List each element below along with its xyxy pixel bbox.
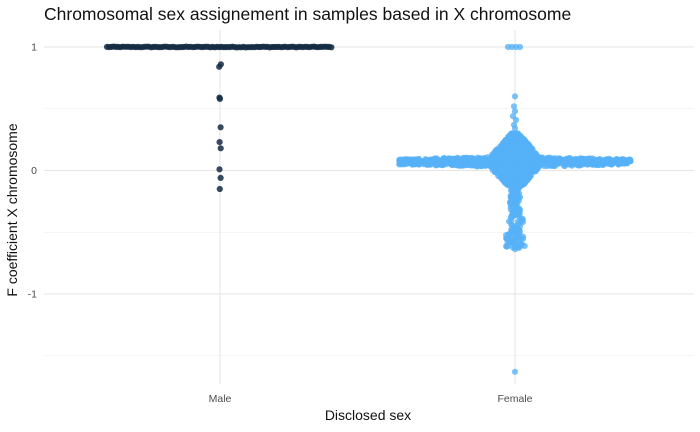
data-point (515, 157, 522, 164)
data-point (507, 155, 514, 162)
data-point (441, 155, 448, 162)
data-point (626, 156, 634, 163)
data-point (508, 168, 515, 175)
data-point (516, 43, 524, 51)
data-point (217, 124, 224, 131)
data-point (546, 157, 553, 164)
chart-title: Chromosomal sex assignement in samples b… (44, 4, 571, 24)
data-point (504, 150, 511, 157)
data-point (619, 160, 626, 167)
data-point (420, 159, 427, 166)
data-point (488, 161, 495, 168)
data-point (489, 167, 496, 174)
data-point (604, 156, 611, 164)
data-point (596, 159, 603, 166)
data-point (477, 159, 484, 166)
data-point (434, 156, 441, 163)
data-point (511, 108, 519, 115)
data-point (216, 139, 223, 146)
data-point (217, 145, 224, 152)
data-point (506, 233, 514, 240)
data-point (216, 95, 223, 102)
data-point (216, 185, 223, 193)
data-point (495, 151, 502, 158)
data-points (103, 43, 634, 375)
data-point (448, 161, 455, 168)
data-point (538, 157, 545, 164)
y-tick-label: 0 (31, 165, 37, 177)
data-point (519, 216, 526, 223)
data-point (522, 170, 529, 177)
y-axis-title: F coefficient X chromosome (4, 123, 20, 296)
data-point (446, 155, 454, 162)
x-axis-ticks: Male Female (209, 393, 533, 405)
data-point (508, 200, 515, 207)
data-point (515, 186, 522, 193)
data-point (511, 125, 519, 132)
data-point (427, 157, 434, 164)
data-point (216, 63, 223, 70)
data-point (510, 228, 517, 235)
data-point (503, 243, 510, 250)
y-tick-label: 1 (31, 42, 37, 54)
data-point (217, 174, 224, 181)
data-point (517, 152, 524, 159)
y-tick-label: -1 (28, 289, 37, 301)
grid (44, 30, 694, 384)
data-point (585, 159, 592, 166)
data-point (550, 161, 558, 168)
y-axis-ticks: 1 0 -1 (28, 42, 38, 301)
data-point (507, 194, 514, 202)
data-point (513, 199, 521, 206)
x-tick-label: Male (209, 393, 232, 405)
data-point (518, 174, 525, 181)
data-point (511, 93, 519, 100)
data-point (513, 165, 520, 172)
data-point (328, 44, 335, 51)
data-point (572, 160, 580, 167)
data-point (413, 158, 420, 165)
data-point (513, 130, 520, 137)
data-point (510, 103, 518, 110)
data-point (216, 166, 223, 173)
data-point (453, 159, 460, 166)
data-point (474, 154, 481, 161)
data-point (513, 190, 520, 197)
data-point (461, 160, 468, 167)
data-point (533, 161, 541, 169)
data-point (511, 368, 519, 375)
data-point (497, 172, 504, 179)
data-point (580, 157, 587, 164)
data-point (511, 139, 518, 146)
data-point (520, 233, 527, 240)
data-point (515, 207, 523, 215)
data-point (517, 140, 524, 147)
data-point (397, 157, 404, 164)
data-point (522, 147, 530, 154)
data-point (502, 160, 509, 167)
data-point (512, 116, 520, 123)
data-point (512, 222, 519, 229)
data-point (509, 244, 517, 251)
x-tick-label: Female (497, 393, 532, 405)
data-point (531, 151, 538, 158)
x-axis-title: Disclosed sex (325, 407, 411, 423)
data-point (608, 160, 616, 167)
data-point (517, 241, 524, 248)
data-point (502, 137, 510, 144)
data-point (464, 154, 471, 162)
data-point (501, 144, 508, 151)
data-point (557, 160, 564, 167)
